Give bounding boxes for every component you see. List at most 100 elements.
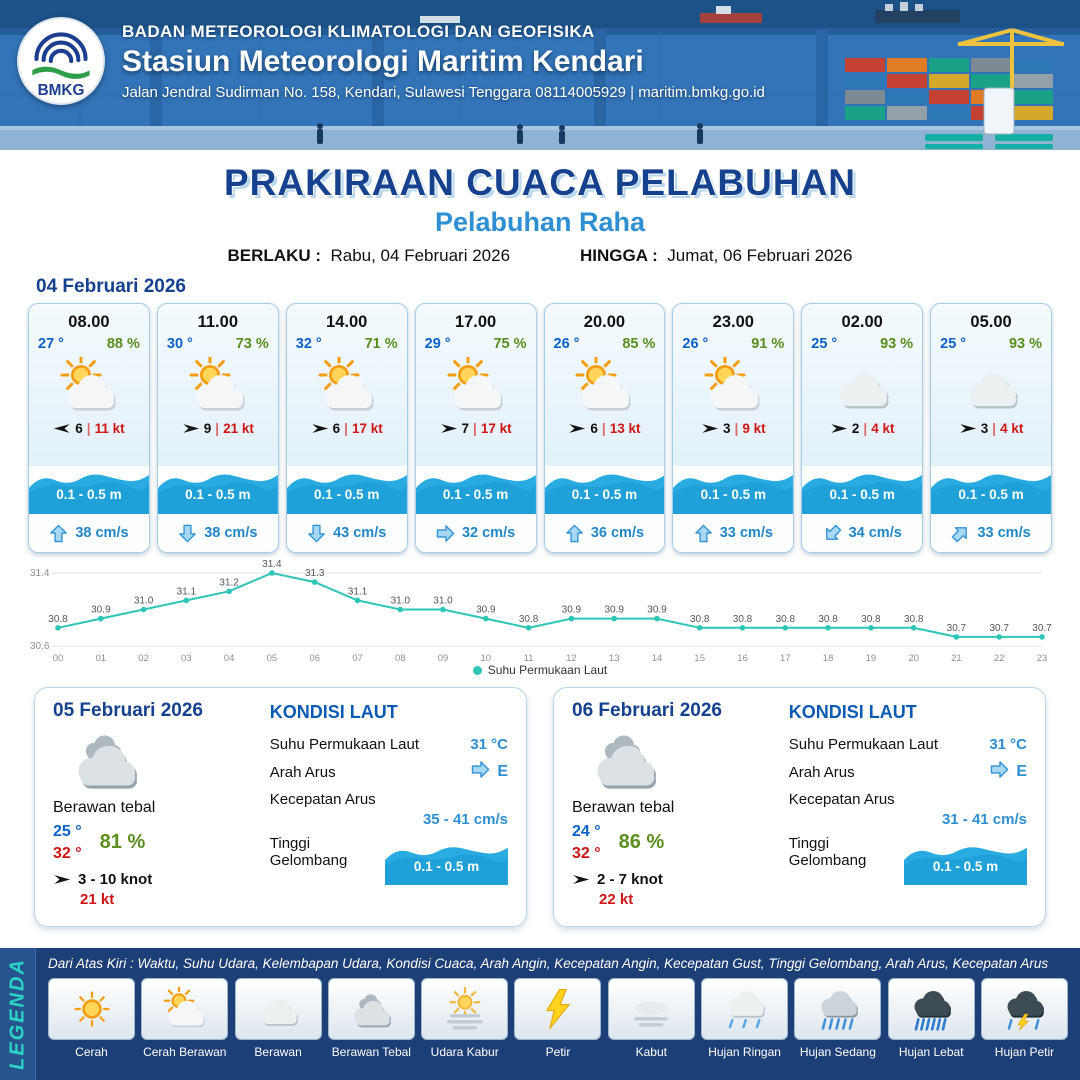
cerah-icon [48,978,135,1040]
weather-icon [699,354,767,418]
cerah-berawan-icon [60,357,116,411]
divider: | [992,421,997,436]
wind-direction-icon [311,423,329,434]
svg-text:30.8: 30.8 [48,614,68,625]
air-temperature: 26 ° [682,336,709,352]
hourly-cards: 08.00 27 ° 88 % 6 | 11 kt 0.1 - 0.5 m 38 cm/s 11… [0,303,1080,553]
wave-icon [286,474,407,514]
agency-name: BADAN METEOROLOGI KLIMATOLOGI DAN GEOFIS… [122,21,595,41]
valid-from-label: BERLAKU : [227,246,322,265]
svg-text:12: 12 [566,653,577,663]
sst-chart-section: 31.4 30.6 30.8 00 30.9 01 31.0 02 31.1 03 31.2 04 31… [0,553,1080,677]
hujan-sedang-icon [821,991,858,1030]
air-temperature: 25 ° [940,336,967,352]
berawan-tebal-icon [597,735,656,789]
sst-value: 31 °C [470,736,508,753]
legend-label: Udara Kabur [430,1045,499,1059]
current-direction-icon [819,520,846,547]
humidity: 71 % [364,336,398,352]
divider: | [215,421,220,436]
current-direction-label: Arah Arus [269,763,336,781]
wave-height-band: 0.1 - 0.5 m [415,466,536,514]
svg-text:31.0: 31.0 [433,596,453,607]
chart-legend: Suhu Permukaan Laut [26,663,1054,677]
svg-text:02: 02 [138,653,149,663]
berawan-icon [969,373,1018,409]
cerah-berawan-icon [163,987,205,1028]
hourly-forecast-card: 05.00 25 ° 93 % 3 | 4 kt 0.1 - 0.5 m 33 cm/s [930,303,1052,553]
wave-icon [544,474,665,514]
kabut-icon [634,1001,668,1027]
svg-text:30.7: 30.7 [1032,623,1052,634]
divider: | [863,421,868,436]
svg-text:09: 09 [438,653,449,663]
legend-label: Petir [545,1045,571,1059]
current-direction-icon [178,524,197,543]
humidity: 86 % [618,831,665,854]
time-label: 05.00 [970,313,1012,331]
weather-icon [313,354,381,418]
svg-text:31.1: 31.1 [348,586,368,597]
wind-speed: 2 [851,421,860,436]
legend-item: Cerah [48,978,135,1059]
humidity: 81 % [99,831,146,854]
legend-title: LEGENDA [6,958,28,1070]
current-row: 34 cm/s [802,514,923,552]
hourly-forecast-card: 17.00 29 ° 75 % 7 | 17 kt 0.1 - 0.5 m 32 cm/s [414,303,537,553]
gust-speed: 17 kt [351,421,383,436]
sea-conditions-heading: KONDISI LAUT [788,702,917,722]
daily-date: 06 Februari 2026 [572,700,722,721]
temp-max: 32 ° [572,844,601,862]
header-text: BADAN METEOROLOGI KLIMATOLOGI DAN GEOFIS… [122,22,765,101]
current-row: 33 cm/s [673,514,794,552]
wind-speed: 7 [461,421,470,436]
temp-max: 32 ° [53,844,82,862]
legend-marker-icon [472,665,482,675]
wave-height-value: 0.1 - 0.5 m [56,487,122,502]
wind-row: 3 | 9 kt [701,421,766,436]
hourly-forecast-card: 23.00 26 ° 91 % 3 | 9 kt 0.1 - 0.5 m 33 cm/s [672,303,795,553]
gust-speed: 17 kt [480,421,512,436]
svg-text:16: 16 [737,653,748,663]
daily-section: 05 Februari 2026 Berawan tebal 25 ° 32 °… [0,677,1080,927]
wave-height-value: 0.1 - 0.5 m [185,487,251,502]
svg-text:30.7: 30.7 [947,623,967,634]
hourly-forecast-card: 02.00 25 ° 93 % 2 | 4 kt 0.1 - 0.5 m 34 cm/s [801,303,924,553]
svg-text:30.9: 30.9 [604,605,624,616]
hourly-forecast-card: 08.00 27 ° 88 % 6 | 11 kt 0.1 - 0.5 m 38 cm/s [28,303,150,553]
gust-speed: 9 kt [742,421,766,436]
cerah-berawan-icon [575,357,631,411]
svg-text:30.8: 30.8 [519,614,539,625]
sst-label: Suhu Permukaan Laut [788,736,939,753]
cerah-icon [73,991,110,1027]
wave-height-band: 0.1 - 0.5 m [385,839,508,885]
wave-icon [157,474,278,514]
svg-text:03: 03 [181,653,192,663]
wind-direction-icon [182,423,200,434]
sst-chart: 31.4 30.6 30.8 00 30.9 01 31.0 02 31.1 03 31.2 04 31… [30,559,1052,663]
title-section: PRAKIRAAN CUACA PELABUHAN Pelabuhan Raha… [0,150,1080,266]
wave-height-value: 0.1 - 0.5 m [932,859,999,874]
current-direction-icon [307,524,326,543]
svg-text:30.8: 30.8 [776,614,796,625]
svg-text:07: 07 [352,653,363,663]
legend-item: Petir [514,978,602,1059]
svg-text:30.9: 30.9 [562,605,582,616]
wave-height-value: 0.1 - 0.5 m [442,487,509,502]
gust-speed: 22 kt [599,891,634,909]
page-title: PRAKIRAAN CUACA PELABUHAN [223,162,857,203]
wave-height-value: 0.1 - 0.5 m [829,487,895,502]
berawan-tebal-icon [354,994,392,1028]
daily-forecast-card: 05 Februari 2026 Berawan tebal 25 ° 32 °… [34,687,527,927]
current-speed-value: 43 cm/s [333,525,387,541]
hujan-lebat-icon [887,978,975,1040]
berawan-icon [840,373,889,409]
cerah-berawan-icon [189,357,245,411]
wind-range: 2 - 7 knot [597,871,663,889]
current-direction-icon [990,760,1009,779]
svg-text:18: 18 [823,653,834,663]
wave-icon [385,847,508,885]
current-direction-value: E [1016,763,1027,780]
legend-item: Hujan Sedang [794,978,882,1059]
legend-item: Cerah Berawan [141,978,229,1059]
